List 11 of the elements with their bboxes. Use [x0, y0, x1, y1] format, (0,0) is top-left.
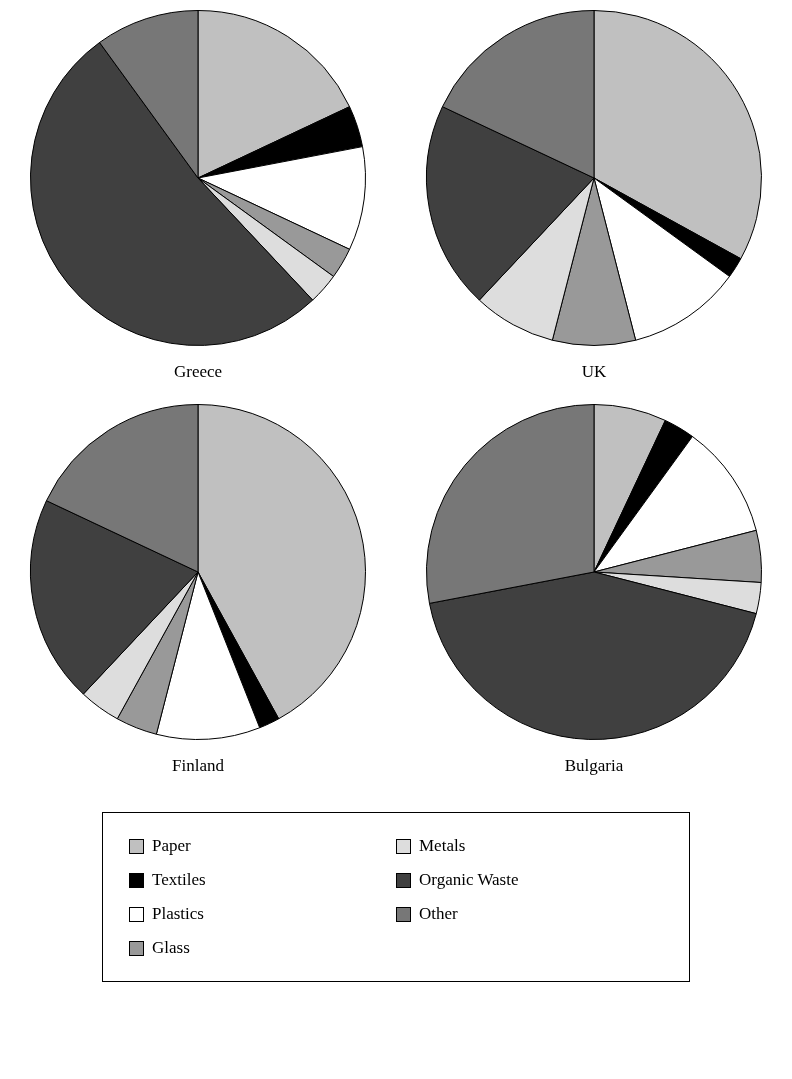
legend-label: Organic Waste — [419, 870, 519, 890]
legend-label: Paper — [152, 836, 191, 856]
legend-label: Glass — [152, 938, 190, 958]
text: Greece — [173, 362, 223, 382]
legend-label: Metals — [419, 836, 466, 856]
legend-label: Plastics — [152, 904, 204, 924]
text: Finland — [172, 756, 224, 776]
legend-label: Textiles — [152, 870, 206, 890]
text: Bulgaria — [564, 756, 624, 776]
text: UK — [581, 362, 607, 382]
legend-label: Other — [419, 904, 458, 924]
